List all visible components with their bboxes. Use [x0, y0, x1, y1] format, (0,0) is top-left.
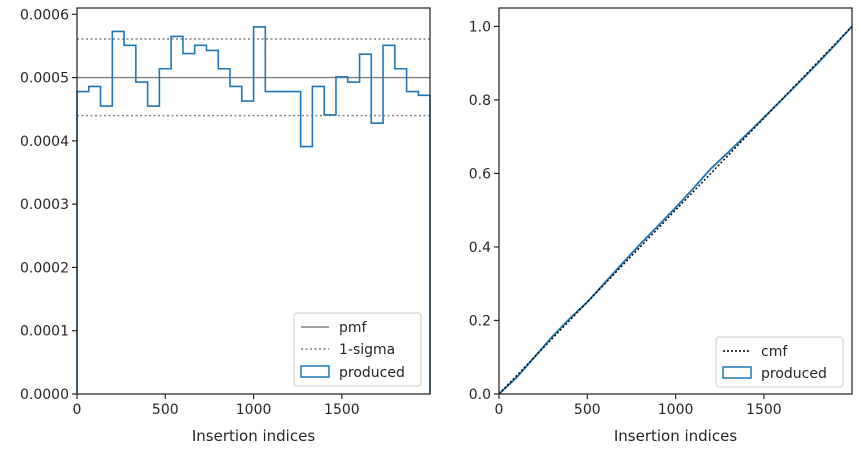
x-axis-label: Insertion indices — [192, 427, 315, 445]
x-axis-label: Insertion indices — [614, 427, 737, 445]
y-tick-label: 0.8 — [469, 93, 491, 109]
x-tick-label: 1000 — [658, 402, 694, 418]
legend-produced-swatch — [722, 366, 752, 379]
y-tick-label: 0.4 — [469, 240, 491, 256]
cmf-line — [498, 25, 853, 395]
legend-label: produced — [761, 366, 827, 382]
legend: cmf produced — [715, 336, 844, 388]
legend-box — [293, 312, 422, 387]
y-axis-ticks: 0.0000 0.0001 0.0002 0.0003 0.0004 0.0005 0.00… — [20, 7, 77, 403]
x-tick-label: 0 — [495, 402, 504, 418]
y-tick-label: 0.0001 — [20, 324, 69, 340]
x-axis-ticks: 0 500 1000 1500 — [495, 394, 782, 418]
y-tick-label: 0.2 — [469, 313, 491, 329]
series-area — [76, 26, 431, 394]
y-tick-label: 0.0004 — [20, 134, 69, 150]
legend-produced-swatch — [300, 365, 330, 378]
x-tick-label: 500 — [574, 402, 601, 418]
y-tick-label: 0.0000 — [20, 387, 69, 403]
y-axis-ticks: 0.0 0.2 0.4 0.6 0.8 1.0 — [469, 19, 499, 403]
legend-label: 1-sigma — [339, 342, 395, 358]
legend-label: produced — [339, 365, 405, 381]
y-tick-label: 0.0002 — [20, 260, 69, 276]
plot-frame — [498, 7, 853, 395]
x-axis-ticks: 0 500 1000 1500 — [73, 394, 360, 418]
y-tick-label: 0.0 — [469, 387, 491, 403]
legend-box — [715, 336, 844, 388]
cmf-chart: 0 500 1000 1500 0.0 0.2 0.4 0.6 0.8 1.0 Insertio… — [469, 7, 853, 445]
y-tick-label: 1.0 — [469, 19, 491, 35]
y-tick-label: 0.0005 — [20, 71, 69, 87]
x-tick-label: 1500 — [324, 402, 360, 418]
produced-step-line — [76, 26, 431, 394]
plot-frame — [76, 7, 431, 395]
series-area — [498, 25, 853, 395]
x-tick-label: 1500 — [746, 402, 782, 418]
legend: pmf 1-sigma produced — [293, 312, 422, 387]
legend-label: cmf — [761, 344, 788, 360]
x-tick-label: 500 — [152, 402, 179, 418]
y-tick-label: 0.6 — [469, 166, 491, 182]
x-tick-label: 0 — [73, 402, 82, 418]
pmf-chart: 0 500 1000 1500 0.00000.00010.00020.00030.0… — [20, 7, 431, 445]
x-tick-label: 1000 — [236, 402, 272, 418]
legend-label: pmf — [339, 320, 368, 336]
y-tick-label: 0.0003 — [20, 197, 69, 213]
y-tick-label: 0.0006 — [20, 7, 69, 23]
